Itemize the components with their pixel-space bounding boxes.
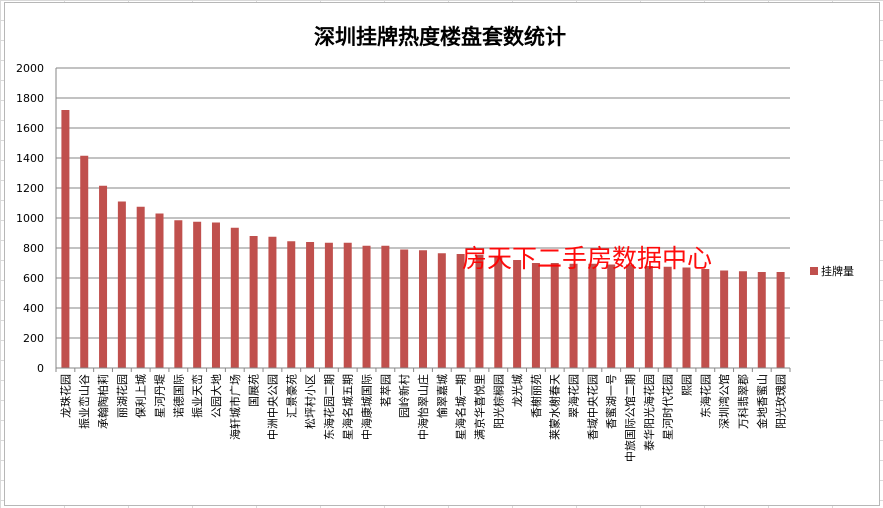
x-tick-label: 东海花园: [698, 374, 712, 418]
x-tick-label: 振业天峦: [190, 374, 204, 418]
bar-10: [230, 227, 239, 368]
watermark-text: 房天下二手房数据中心: [462, 244, 712, 273]
x-tick-label: 承翰陶柏莉: [96, 374, 110, 429]
y-tick-label: 600: [23, 272, 44, 285]
bar-15: [324, 242, 333, 368]
x-tick-label: 熙园: [680, 374, 693, 396]
x-tick-label: 阳光玫瑰园: [774, 374, 788, 429]
legend-label: 挂牌量: [821, 264, 854, 278]
x-tick-label: 星海名城一期: [454, 374, 468, 440]
x-tick-label: 星海名城五期: [341, 374, 355, 440]
x-tick-label: 泰华阳光海花园: [642, 374, 656, 451]
bar-2: [80, 155, 89, 368]
x-tick-label: 龙光城: [510, 374, 524, 407]
x-tick-label: 龙珠花园: [58, 374, 72, 418]
bar-24: [494, 256, 503, 368]
bar-21: [437, 253, 446, 368]
bars: [61, 110, 785, 368]
bar-30: [607, 264, 616, 368]
legend: 挂牌量: [810, 264, 854, 278]
bar-14: [306, 242, 315, 368]
x-tick-label: 中海康城国际: [360, 374, 374, 440]
bar-4: [117, 201, 126, 368]
x-tick-label: 中旅国际公馆二期: [623, 374, 637, 462]
bar-3: [99, 185, 108, 368]
x-tick-label: 愉翠嘉城: [435, 374, 449, 418]
x-tick-label: 东海花园二期: [322, 374, 336, 440]
x-tick-label: 海轩城市广场: [228, 374, 242, 440]
bar-38: [757, 272, 766, 368]
bar-5: [136, 206, 145, 368]
bar-9: [211, 222, 220, 368]
bar-18: [381, 245, 390, 368]
y-tick-label: 0: [37, 362, 44, 375]
x-tick-label: 汇景豪苑: [284, 374, 298, 418]
x-tick-label: 金地香蜜山: [755, 374, 769, 429]
bar-22: [456, 254, 465, 368]
y-tick-label: 200: [23, 332, 44, 345]
x-tick-label: 满京华喜悦里: [472, 374, 486, 440]
x-tick-label: 园岭新村: [397, 374, 411, 418]
y-tick-label: 1400: [16, 152, 44, 165]
bar-35: [701, 269, 710, 368]
bar-12: [268, 236, 277, 368]
bar-7: [174, 220, 183, 368]
bar-32: [644, 266, 653, 368]
x-tick-label: 松坪村小区: [303, 374, 317, 429]
bar-6: [155, 213, 164, 368]
bar-29: [588, 263, 597, 368]
bar-8: [193, 221, 202, 368]
bar-19: [400, 249, 409, 368]
y-tick-label: 1600: [16, 122, 44, 135]
chart-title: 深圳挂牌热度楼盘套数统计: [314, 25, 566, 49]
y-axis: 0 200 400 600 800 1000 1200 1400 1600 1800 2000: [16, 62, 57, 375]
x-tick-label: 保利上城: [134, 374, 148, 418]
bar-36: [720, 270, 729, 368]
y-tick-label: 1800: [16, 92, 44, 105]
x-tick-label: 香域中央花园: [586, 374, 599, 440]
legend-swatch: [810, 267, 818, 275]
x-tick-label: 中海怡翠山庄: [416, 374, 430, 440]
bar-26: [531, 263, 540, 368]
x-tick-label: 香蜜湖一号: [604, 374, 618, 429]
bar-13: [287, 241, 296, 368]
x-tick-label: 振业峦山谷: [77, 374, 91, 429]
x-tick-label: 莱蒙水榭春天: [548, 374, 562, 440]
x-tick-label: 星河丹堤: [154, 374, 167, 418]
bar-17: [362, 245, 371, 368]
x-tick-label: 诺德国际: [171, 374, 185, 418]
bar-16: [343, 242, 352, 368]
bar-20: [419, 250, 427, 368]
x-tick-label: 香榭丽苑: [529, 374, 543, 418]
x-tick-label: 公园大地: [209, 374, 223, 418]
y-tick-label: 2000: [16, 62, 44, 75]
x-tick-label: 国展苑: [248, 374, 261, 407]
bar-34: [682, 267, 691, 368]
x-tick-label: 中洲中央公园: [266, 374, 279, 440]
x-tick-label: 深圳湾公馆: [717, 374, 731, 429]
x-tick-label: 星河时代花园: [662, 374, 675, 440]
x-tick-label: 万科翡翠郡: [736, 374, 750, 429]
bar-37: [738, 271, 747, 368]
x-tick-label: 茗萃园: [379, 374, 392, 407]
bar-33: [663, 266, 672, 368]
bar-11: [249, 236, 258, 368]
x-tick-label: 阳光棕榈园: [491, 374, 505, 429]
x-tick-label: 翠海花园: [567, 374, 581, 418]
bar-39: [776, 272, 785, 368]
y-tick-label: 800: [23, 242, 44, 255]
bar-28: [569, 263, 578, 368]
y-tick-label: 1200: [16, 182, 44, 195]
bar-1: [61, 110, 70, 368]
bar-25: [513, 260, 522, 368]
bar-27: [550, 263, 559, 368]
bar-31: [626, 264, 635, 368]
x-tick-label: 丽湖花园: [116, 374, 129, 418]
y-tick-label: 400: [23, 302, 44, 315]
bar-23: [475, 254, 484, 368]
y-tick-label: 1000: [16, 212, 44, 225]
x-axis: 龙珠花园 振业峦山谷 承翰陶柏莉 丽湖花园 保利上城 星河丹堤 诺德国际 振业天峦 公园大地 海轩…: [55, 367, 791, 462]
